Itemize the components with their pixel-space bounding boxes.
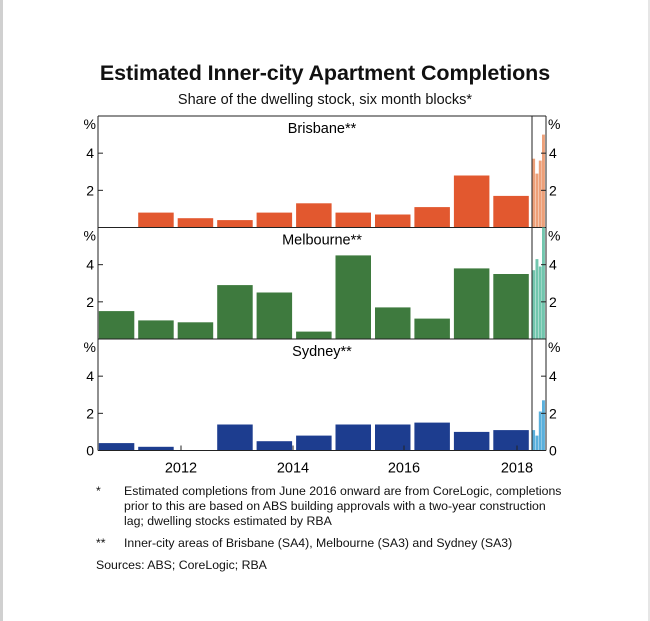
melbourne-bar-3: [217, 285, 253, 339]
sydney-bar-1: [138, 446, 174, 451]
melbourne-ylabel-right-0: 2: [549, 294, 557, 310]
brisbane-unit-left: %: [84, 116, 96, 132]
melbourne-unit-left: %: [84, 228, 96, 244]
brisbane-bar-13: [538, 160, 542, 228]
brisbane-bar-1: [138, 212, 174, 228]
melbourne-bar-13: [538, 266, 542, 339]
melbourne-ylabel-left-0: 2: [86, 294, 94, 310]
footnote-2-text: Inner-city areas of Brisbane (SA4), Melb…: [124, 536, 513, 550]
footnote-1-text: Estimated completions from June 2016 onw…: [124, 484, 562, 528]
page-left-border: [0, 0, 3, 621]
brisbane-ylabel-right-1: 4: [549, 145, 557, 161]
sydney-panel-title: Sydney**: [292, 344, 352, 360]
melbourne-bar-6: [335, 255, 371, 339]
footnote-1-mark: *: [96, 484, 101, 498]
sydney-bar-6: [335, 424, 371, 451]
chart-subtitle: Share of the dwelling stock, six month b…: [177, 92, 473, 108]
chart-area: 2 2 4 4% % Brisbane** 2 2 4 4% % Melbourne** 2 2 4 4% % S…: [84, 115, 560, 477]
sydney-bar-8: [414, 422, 450, 451]
sources-line: Sources: ABS; CoreLogic; RBA: [96, 558, 267, 572]
melbourne-bar-1: [138, 320, 174, 339]
sydney-bar-3: [217, 424, 253, 451]
melbourne-bar-9: [453, 268, 490, 339]
sydney-bar-12: [535, 435, 539, 451]
sydney-bar-11: [532, 430, 536, 451]
sydney-bar-13: [538, 411, 542, 451]
brisbane-ylabel-right-0: 2: [549, 182, 557, 198]
melbourne-bar-2: [177, 322, 214, 339]
ylabel-zero-right: 0: [549, 443, 557, 459]
brisbane-bar-5: [296, 203, 332, 228]
sydney-unit-left: %: [84, 339, 96, 355]
sydney-bar-4: [256, 441, 293, 451]
ylabel-zero-left: 0: [86, 443, 94, 459]
xlabel-2018: 2018: [501, 461, 533, 477]
brisbane-bar-14: [542, 134, 545, 228]
footnote-2-mark: **: [96, 536, 106, 550]
xlabel-2014: 2014: [277, 461, 309, 477]
brisbane-panel-title: Brisbane**: [288, 121, 357, 137]
sydney-ylabel-right-0: 2: [549, 405, 557, 421]
brisbane-bar-3: [217, 220, 253, 228]
melbourne-bar-10: [493, 274, 529, 339]
sydney-bar-14: [542, 400, 545, 451]
page-right-border: [648, 0, 650, 621]
sydney-ylabel-left-0: 2: [86, 405, 94, 421]
brisbane-bar-8: [414, 207, 450, 228]
chart-title: Estimated Inner-city Apartment Completio…: [99, 61, 551, 85]
melbourne-unit-right: %: [548, 228, 560, 244]
melbourne-ylabel-left-1: 4: [86, 257, 94, 273]
sydney-bar-7: [375, 424, 411, 451]
melbourne-bar-0: [98, 311, 135, 339]
melbourne-bar-8: [414, 318, 450, 339]
brisbane-bar-10: [493, 195, 529, 228]
melbourne-panel-title: Melbourne**: [282, 233, 362, 249]
sydney-bar-9: [453, 431, 490, 451]
brisbane-bar-7: [375, 214, 411, 228]
footnote-2: ** Inner-city areas of Brisbane (SA4), M…: [96, 536, 566, 551]
brisbane-ylabel-left-0: 2: [86, 182, 94, 198]
sydney-bar-10: [493, 430, 529, 451]
xlabel-2012: 2012: [165, 461, 197, 477]
brisbane-bar-6: [335, 212, 371, 228]
brisbane-bar-9: [453, 175, 490, 228]
melbourne-ylabel-right-1: 4: [549, 257, 557, 273]
melbourne-bar-12: [535, 259, 539, 339]
melbourne-bar-14: [542, 227, 545, 339]
sydney-bar-0: [98, 443, 135, 451]
melbourne-bar-7: [375, 307, 411, 339]
brisbane-bar-12: [535, 173, 539, 228]
xlabel-2016: 2016: [388, 461, 420, 477]
footnote-1: * Estimated completions from June 2016 o…: [96, 484, 566, 529]
brisbane-bar-11: [532, 158, 536, 228]
sydney-bar-5: [296, 435, 332, 451]
brisbane-ylabel-left-1: 4: [86, 145, 94, 161]
sydney-ylabel-right-1: 4: [549, 368, 557, 384]
sydney-ylabel-left-1: 4: [86, 368, 94, 384]
melbourne-bar-11: [532, 270, 536, 339]
brisbane-unit-right: %: [548, 116, 560, 132]
footnotes: * Estimated completions from June 2016 o…: [96, 484, 566, 573]
melbourne-bar-4: [256, 292, 293, 339]
melbourne-bar-5: [296, 331, 332, 339]
brisbane-bar-2: [177, 218, 214, 228]
sydney-unit-right: %: [548, 339, 560, 355]
brisbane-bar-4: [256, 212, 293, 228]
